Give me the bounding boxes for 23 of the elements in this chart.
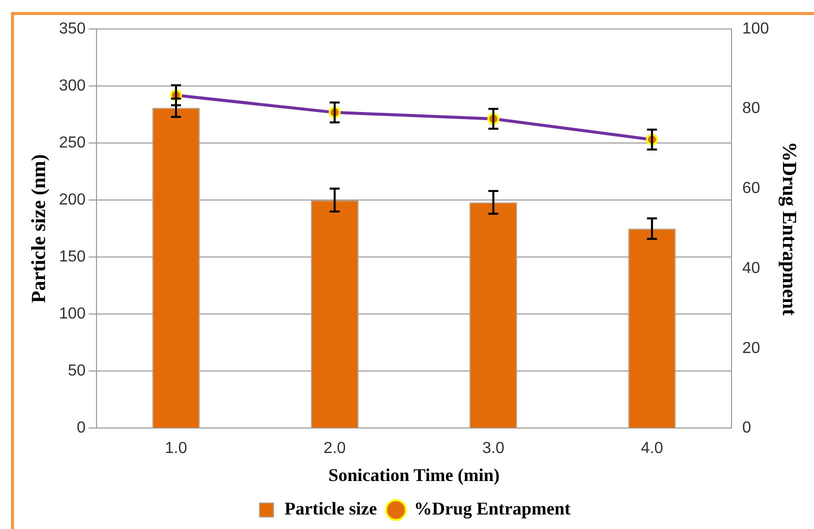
y-tick-label: 300 (58, 77, 86, 94)
y-tick-label: 150 (58, 248, 86, 266)
y-tick-label: 200 (58, 191, 86, 208)
y2-axis-title: %Drug Entrapment (778, 142, 800, 316)
y2-tick-label: 40 (742, 260, 760, 277)
y2-tick-label: 0 (742, 420, 752, 437)
y-tick-label: 50 (68, 362, 86, 380)
legend-label: %Drug Entrapment (414, 498, 570, 519)
x-tick-label: 3.0 (482, 440, 505, 458)
y-tick-label: 350 (58, 20, 86, 38)
y2-tick-label: 80 (742, 100, 760, 118)
y2-tick-label: 60 (742, 180, 760, 198)
x-tick-label: 4.0 (640, 440, 664, 458)
x-axis-title: Sonication Time (min) (328, 464, 500, 485)
y-tick-label: 250 (58, 134, 86, 152)
y2-tick-label: 20 (742, 340, 760, 357)
y-tick-label: 100 (58, 306, 86, 323)
x-tick-label: 2.0 (324, 440, 346, 458)
x-tick-label: 1.0 (164, 440, 188, 458)
y-tick-label: 0 (76, 420, 86, 437)
y2-tick-label: 100 (742, 20, 770, 38)
y-axis-title: Particle size (nm) (28, 154, 50, 304)
legend-label: Particle size (284, 498, 377, 519)
